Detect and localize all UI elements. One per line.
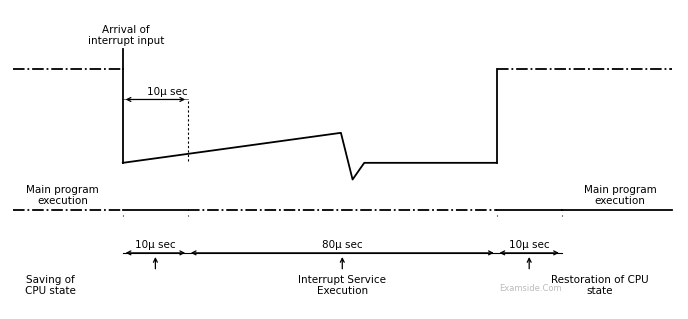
Text: 10μ sec: 10μ sec <box>147 87 187 98</box>
Text: Main program
execution: Main program execution <box>26 185 99 206</box>
Text: Restoration of CPU
state: Restoration of CPU state <box>550 275 648 296</box>
Text: Interrupt Service
Execution: Interrupt Service Execution <box>299 275 386 296</box>
Text: 80μ sec: 80μ sec <box>322 240 363 250</box>
Text: Main program
execution: Main program execution <box>583 185 656 206</box>
Text: Arrival of
interrupt input: Arrival of interrupt input <box>88 25 164 46</box>
Text: 10μ sec: 10μ sec <box>509 240 550 250</box>
Text: 10μ sec: 10μ sec <box>135 240 175 250</box>
Text: Saving of
CPU state: Saving of CPU state <box>25 275 76 296</box>
Text: Examside.Com: Examside.Com <box>499 284 562 293</box>
